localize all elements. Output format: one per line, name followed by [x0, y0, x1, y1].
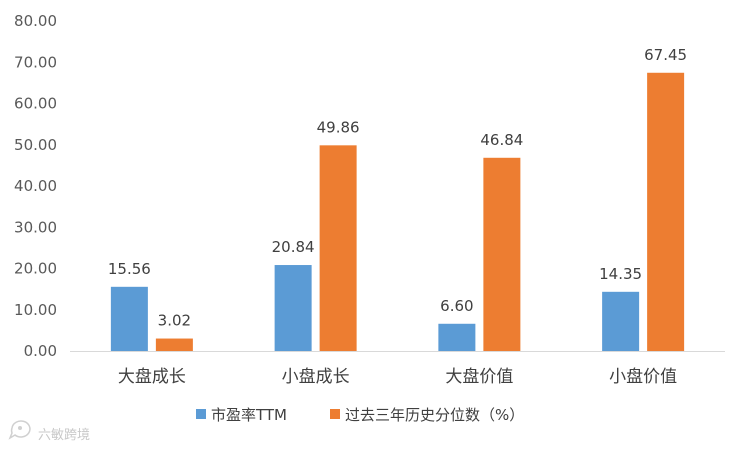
legend-swatch — [330, 409, 340, 419]
y-tick-label: 30.00 — [14, 218, 57, 236]
data-label: 6.60 — [440, 297, 473, 315]
bar-pe-ttm-3 — [602, 291, 640, 351]
x-tick-label: 大盘价值 — [445, 367, 513, 387]
y-tick-label: 50.00 — [14, 136, 57, 154]
data-label: 46.84 — [480, 131, 523, 149]
data-label: 3.02 — [158, 312, 191, 330]
legend-label: 市盈率TTM — [211, 406, 287, 424]
bar-pe-ttm-0 — [110, 286, 148, 351]
x-tick-label: 小盘价值 — [609, 367, 677, 387]
data-label: 67.45 — [644, 46, 687, 64]
data-label: 20.84 — [272, 238, 315, 256]
data-label: 15.56 — [108, 260, 151, 278]
bar-percentile-3 — [647, 72, 685, 352]
y-tick-label: 10.00 — [14, 301, 57, 319]
legend-swatch — [196, 409, 206, 419]
watermark-text: 六敏跨境 — [38, 428, 90, 443]
data-labels-group: 15.56 3.02 20.84 49.86 6.60 46.84 14.35 67.45 — [108, 46, 687, 330]
y-tick-label: 80.00 — [14, 12, 57, 30]
y-tick-label: 20.00 — [14, 260, 57, 278]
x-axis: 大盘成长 小盘成长 大盘价值 小盘价值 — [118, 367, 677, 387]
bar-pe-ttm-2 — [438, 323, 476, 351]
y-tick-label: 40.00 — [14, 177, 57, 195]
data-label: 14.35 — [599, 265, 642, 283]
legend-item-pe-ttm: 市盈率TTM — [196, 406, 287, 424]
y-tick-label: 0.00 — [24, 342, 57, 360]
data-label: 49.86 — [317, 118, 360, 136]
y-tick-label: 60.00 — [14, 95, 57, 113]
legend-item-percentile: 过去三年历史分位数（%） — [330, 406, 524, 424]
y-tick-label: 70.00 — [14, 53, 57, 71]
x-tick-label: 大盘成长 — [118, 367, 186, 387]
x-tick-label: 小盘成长 — [282, 367, 350, 387]
legend: 市盈率TTM 过去三年历史分位数（%） — [196, 406, 524, 424]
legend-label: 过去三年历史分位数（%） — [345, 406, 524, 424]
bar-pe-ttm-1 — [274, 265, 312, 351]
bar-percentile-1 — [319, 145, 357, 351]
chat-bubble-logo-icon — [8, 420, 31, 440]
bars-group — [110, 72, 685, 352]
watermark: 六敏跨境 — [8, 420, 90, 443]
bar-percentile-0 — [155, 338, 193, 351]
bar-percentile-2 — [483, 157, 521, 351]
y-axis: 0.00 10.00 20.00 30.00 40.00 50.00 60.00 70.00 8… — [14, 12, 57, 360]
